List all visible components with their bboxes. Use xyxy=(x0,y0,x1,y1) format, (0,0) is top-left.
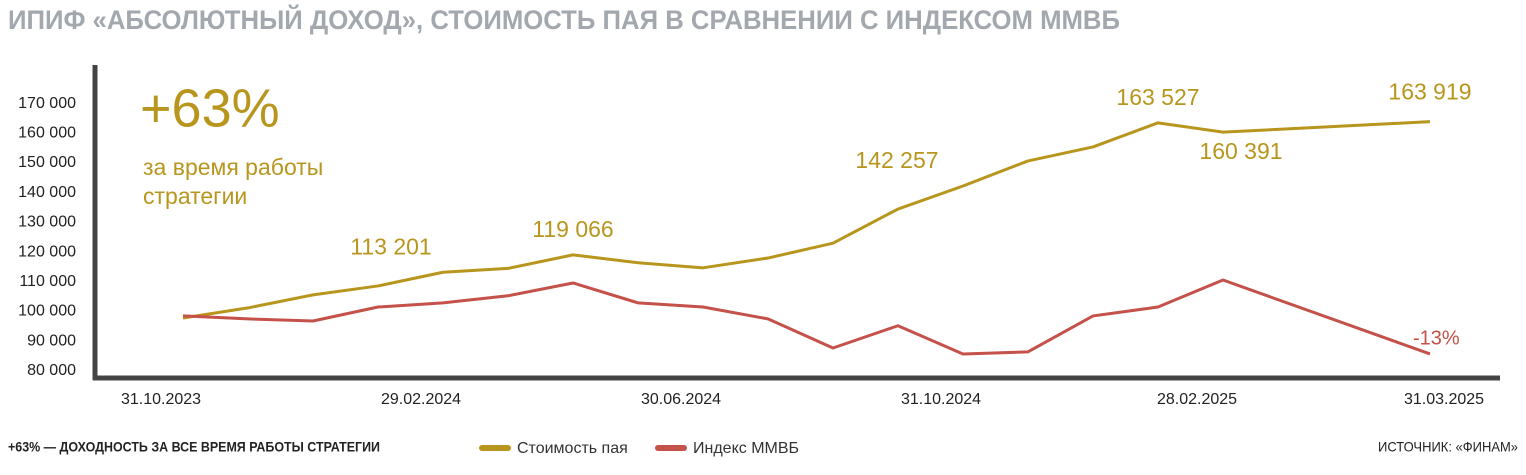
annotation: за время работы xyxy=(143,154,323,180)
data-label: 163 919 xyxy=(1388,79,1471,105)
annotation: стратегии xyxy=(143,183,247,209)
line xyxy=(182,120,1431,320)
legend-label: Индекс ММВБ xyxy=(693,440,799,457)
annotation: -13% xyxy=(1413,327,1460,349)
data-label: 119 066 xyxy=(532,216,613,242)
y-tick-label: 90 000 xyxy=(27,332,76,349)
line xyxy=(182,278,1431,356)
legend-label: Стоимость пая xyxy=(517,440,628,457)
x-tick-label: 30.06.2024 xyxy=(641,391,721,408)
y-tick-label: 170 000 xyxy=(18,95,76,112)
y-tick-label: 130 000 xyxy=(18,214,76,231)
chart-title: ИПИФ «АБСОЛЮТНЫЙ ДОХОД», СТОИМОСТЬ ПАЯ В… xyxy=(8,4,1120,35)
y-tick-label: 110 000 xyxy=(19,273,76,290)
y-tick-label: 150 000 xyxy=(18,154,76,171)
footnote: +63% — ДОХОДНОСТЬ ЗА ВСЕ ВРЕМЯ РАБОТЫ СТ… xyxy=(8,439,380,455)
data-label: 163 527 xyxy=(1116,84,1199,110)
y-tick-label: 140 000 xyxy=(18,184,76,201)
source: ИСТОЧНИК: «ФИНАМ» xyxy=(1378,439,1518,455)
data-label: 160 391 xyxy=(1199,138,1282,164)
x-tick-label: 31.10.2023 xyxy=(121,391,201,408)
data-label: 113 201 xyxy=(350,233,431,259)
data-label: 142 257 xyxy=(855,147,938,173)
x-tick-label: 31.10.2024 xyxy=(901,391,981,408)
annotation: +63% xyxy=(140,78,280,138)
x-tick-label: 31.03.2025 xyxy=(1404,391,1484,408)
y-tick-label: 120 000 xyxy=(18,243,76,260)
x-tick-label: 28.02.2025 xyxy=(1157,391,1237,408)
y-tick-label: 100 000 xyxy=(18,303,76,320)
y-tick-label: 160 000 xyxy=(18,125,76,142)
x-tick-label: 29.02.2024 xyxy=(381,391,461,408)
y-tick-label: 80 000 xyxy=(27,362,76,379)
